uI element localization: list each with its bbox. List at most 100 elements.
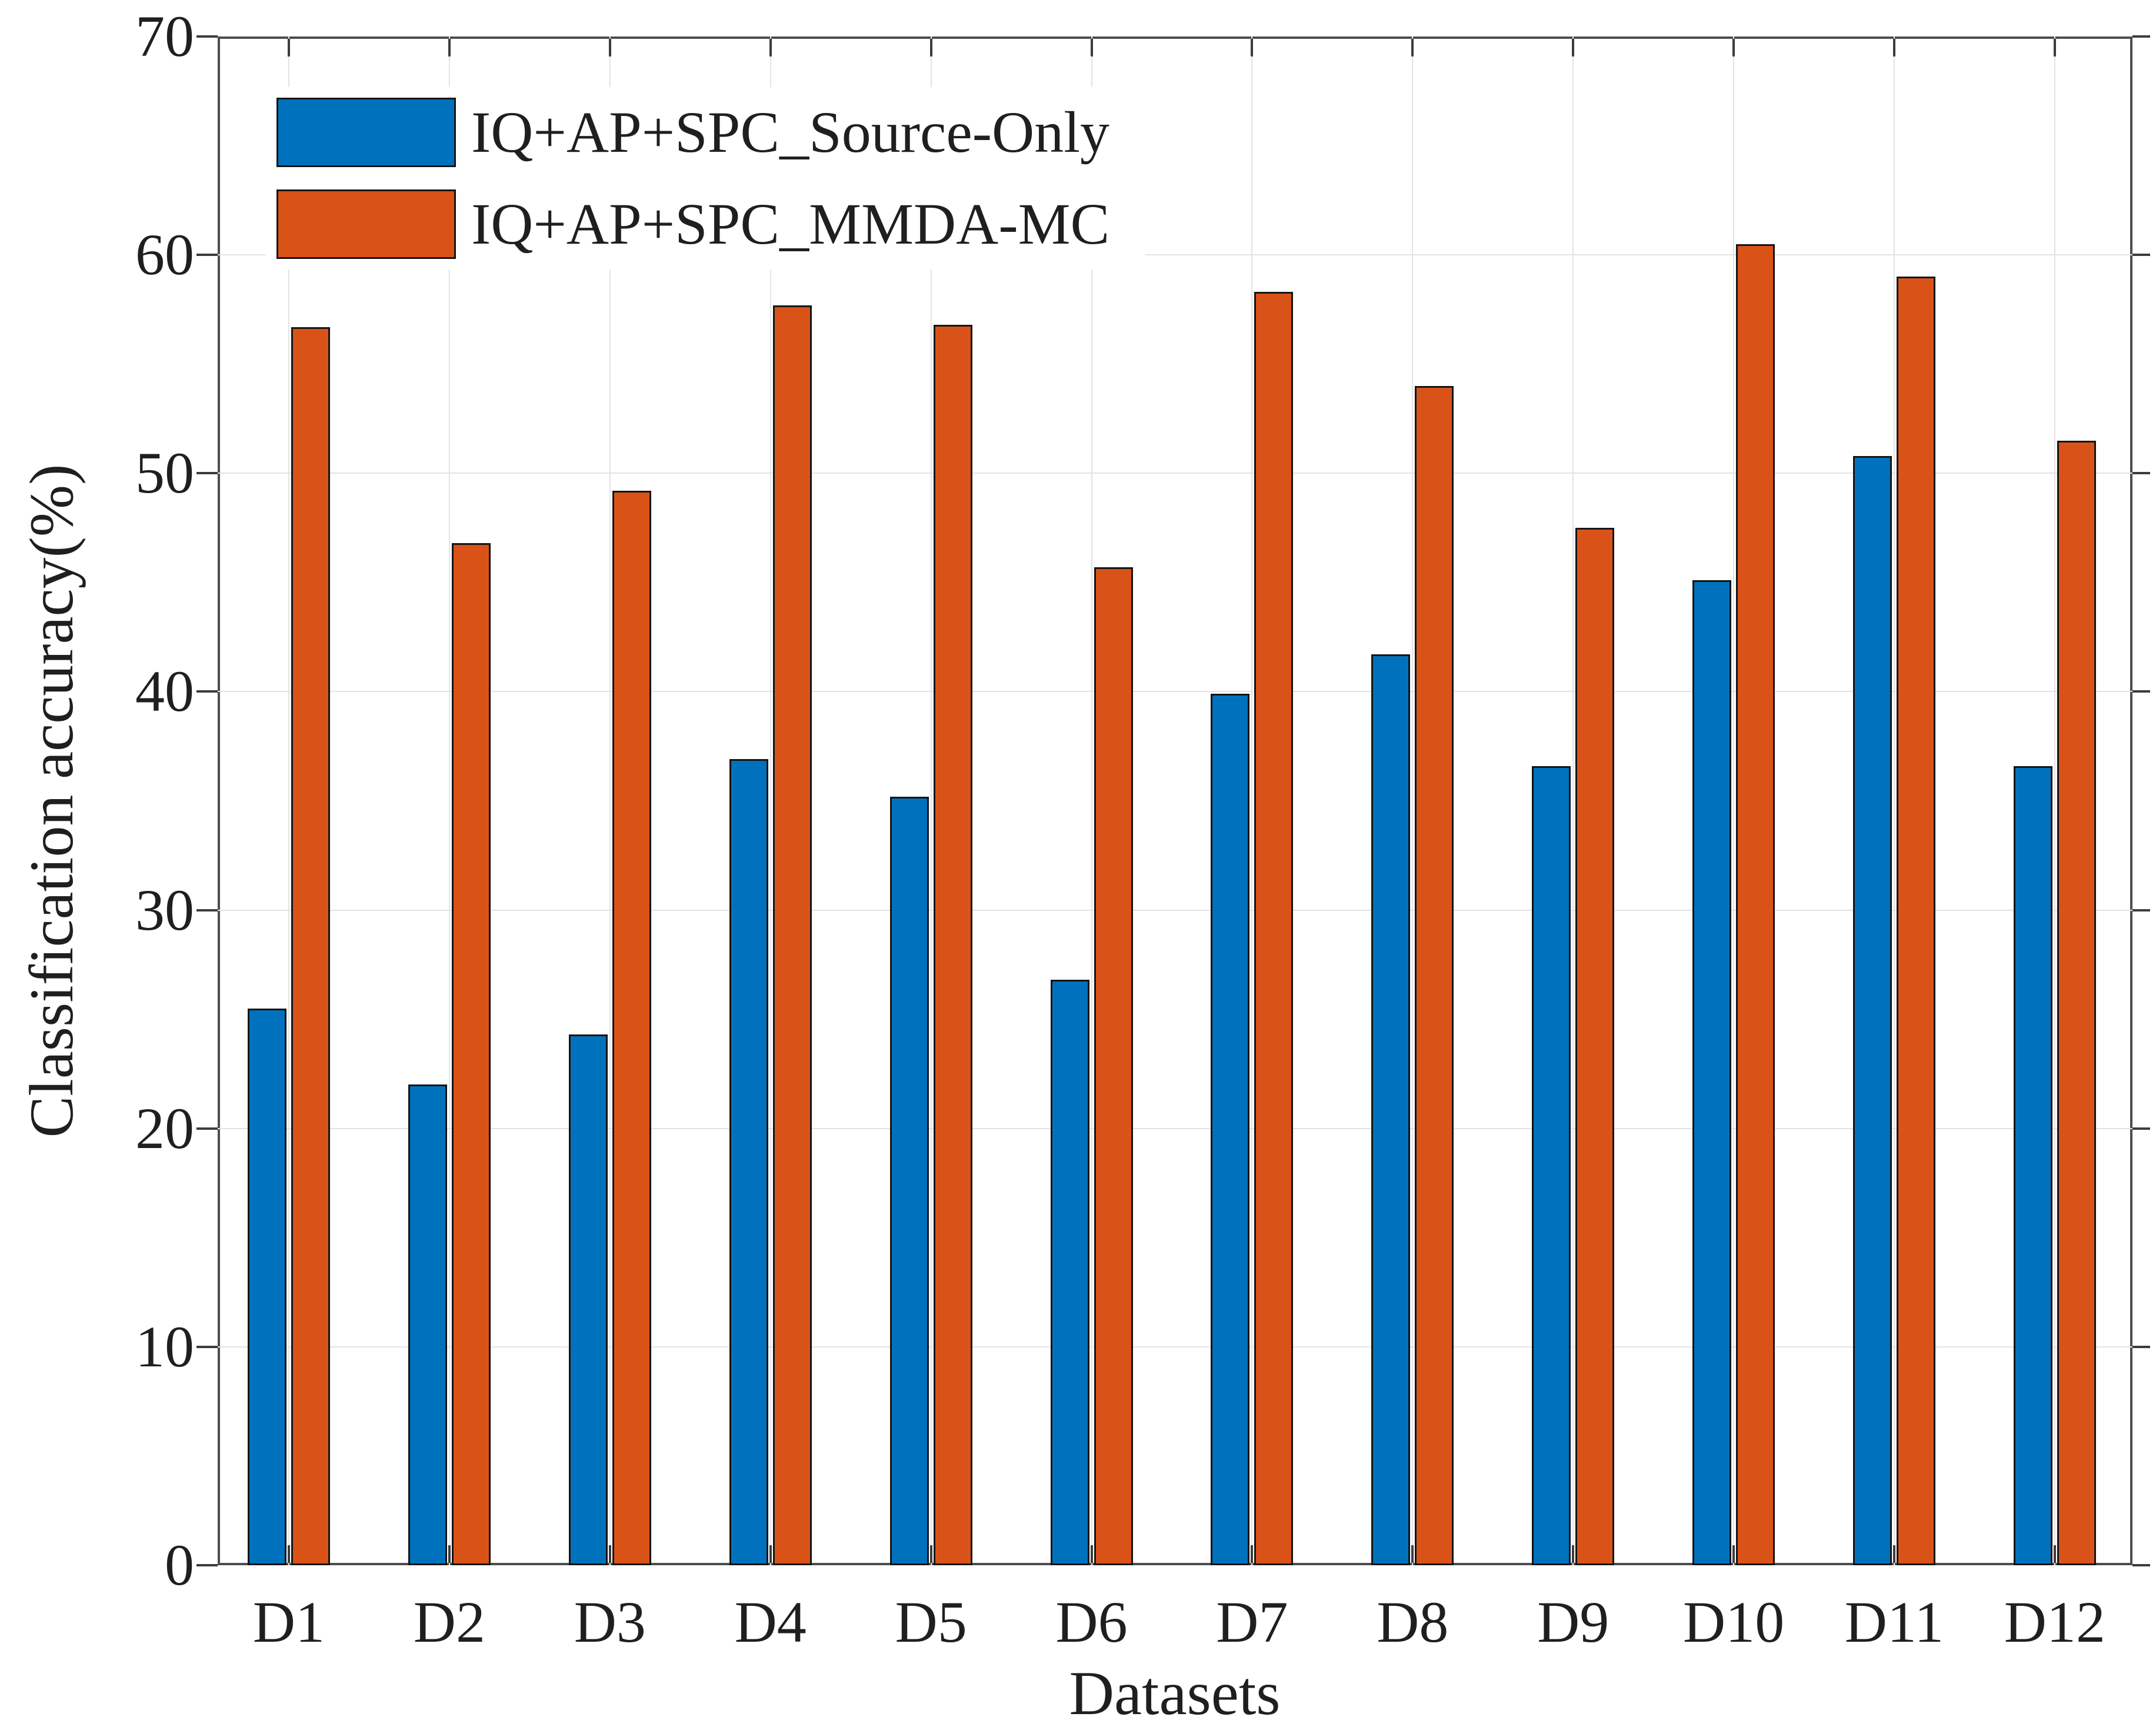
gridline-v-D11	[1894, 36, 1895, 1565]
bar-D8-mmda-mc	[1415, 385, 1454, 1565]
x-tick-label-D12: D12	[2004, 1589, 2105, 1655]
gridline-v-D10	[1733, 36, 1735, 1565]
x-tick-top-D8	[1411, 39, 1414, 56]
plot-area	[218, 36, 2132, 1565]
x-tick-bottom-D6	[1090, 1545, 1093, 1563]
bar-D4-mmda-mc	[772, 305, 812, 1565]
bar-D9-mmda-mc	[1575, 528, 1615, 1565]
x-tick-bottom-D1	[288, 1545, 290, 1563]
bar-D12-source-only	[2013, 766, 2052, 1565]
bar-D12-mmda-mc	[2057, 440, 2096, 1565]
y-tick-label-0: 0	[165, 1532, 194, 1598]
x-tick-label-D9: D9	[1537, 1589, 1609, 1655]
bar-D8-source-only	[1371, 654, 1411, 1565]
x-tick-bottom-D2	[448, 1545, 451, 1563]
gridline-v-D5	[930, 36, 932, 1565]
gridline-v-D8	[1412, 36, 1414, 1565]
gridline-h-20	[218, 1127, 2132, 1129]
x-tick-label-D1: D1	[252, 1589, 325, 1655]
x-tick-top-D7	[1251, 39, 1254, 56]
legend-row-mmda-mc: IQ+AP+SPC_MMDA-MC	[276, 189, 1109, 259]
x-tick-top-D11	[1893, 39, 1895, 56]
x-tick-label-D3: D3	[574, 1589, 646, 1655]
y-tick-label-60: 60	[135, 222, 194, 288]
y-axis-title: Classification accuracy(%)	[17, 464, 86, 1138]
x-tick-bottom-D10	[1732, 1545, 1735, 1563]
bar-D1-source-only	[248, 1008, 286, 1565]
legend-swatch-mmda-mc	[276, 189, 456, 259]
x-tick-label-D10: D10	[1682, 1589, 1785, 1655]
y-tick-label-50: 50	[135, 440, 194, 506]
bar-D9-source-only	[1532, 766, 1571, 1565]
x-tick-top-D12	[2053, 39, 2056, 56]
bar-D3-source-only	[568, 1034, 608, 1565]
y-tick-right-70	[2132, 35, 2150, 38]
y-tick-left-10	[196, 1345, 218, 1348]
y-tick-left-0	[196, 1564, 218, 1566]
x-tick-bottom-D4	[769, 1545, 772, 1563]
y-tick-label-40: 40	[135, 658, 194, 724]
x-tick-bottom-D3	[608, 1545, 611, 1563]
x-tick-label-D5: D5	[895, 1589, 967, 1655]
bar-D1-mmda-mc	[291, 327, 330, 1565]
x-tick-top-D2	[448, 39, 451, 56]
x-tick-bottom-D9	[1572, 1545, 1575, 1563]
bar-D5-source-only	[889, 796, 929, 1565]
bar-D7-mmda-mc	[1254, 292, 1294, 1565]
y-tick-left-60	[196, 254, 218, 257]
y-tick-right-60	[2132, 254, 2150, 257]
y-tick-label-30: 30	[135, 877, 194, 943]
legend-label-source-only: IQ+AP+SPC_Source-Only	[471, 99, 1110, 165]
bar-D5-mmda-mc	[933, 324, 972, 1565]
gridline-v-D7	[1251, 36, 1253, 1565]
y-tick-right-0	[2132, 1564, 2150, 1566]
x-tick-top-D4	[769, 39, 772, 56]
y-tick-left-70	[196, 35, 218, 38]
gridline-v-D3	[609, 36, 611, 1565]
y-tick-left-50	[196, 472, 218, 475]
gridline-h-30	[218, 909, 2132, 911]
y-tick-left-20	[196, 1127, 218, 1130]
x-tick-label-D8: D8	[1377, 1589, 1449, 1655]
x-tick-bottom-D8	[1411, 1545, 1414, 1563]
x-tick-label-D11: D11	[1844, 1589, 1944, 1655]
x-tick-label-D4: D4	[734, 1589, 807, 1655]
gridline-v-D2	[448, 36, 450, 1565]
bar-D11-mmda-mc	[1897, 277, 1935, 1565]
y-tick-label-20: 20	[135, 1095, 194, 1161]
x-tick-bottom-D11	[1893, 1545, 1895, 1563]
y-tick-label-70: 70	[135, 4, 194, 69]
x-tick-label-D6: D6	[1055, 1589, 1128, 1655]
x-tick-bottom-D7	[1251, 1545, 1254, 1563]
x-tick-label-D2: D2	[413, 1589, 485, 1655]
gridline-h-50	[218, 473, 2132, 474]
bar-D2-source-only	[408, 1084, 447, 1565]
gridline-h-10	[218, 1346, 2132, 1348]
bar-D6-source-only	[1050, 980, 1089, 1565]
bar-D10-source-only	[1692, 580, 1732, 1565]
x-tick-top-D3	[608, 39, 611, 56]
legend: IQ+AP+SPC_Source-Only IQ+AP+SPC_MMDA-MC	[266, 87, 1145, 270]
x-tick-label-D7: D7	[1216, 1589, 1288, 1655]
bar-D4-source-only	[729, 759, 768, 1565]
bar-D2-mmda-mc	[451, 543, 491, 1565]
y-tick-right-50	[2132, 472, 2150, 475]
bar-D7-source-only	[1211, 694, 1250, 1565]
y-tick-left-40	[196, 690, 218, 693]
gridline-v-D1	[288, 36, 289, 1565]
x-tick-top-D5	[929, 39, 932, 56]
x-tick-bottom-D12	[2053, 1545, 2056, 1563]
y-tick-left-30	[196, 909, 218, 911]
x-axis-title: Datasets	[1069, 1659, 1281, 1728]
x-tick-top-D6	[1090, 39, 1093, 56]
y-tick-right-20	[2132, 1127, 2150, 1130]
bar-D11-source-only	[1853, 455, 1892, 1565]
legend-swatch-source-only	[276, 98, 456, 167]
gridline-v-D12	[2054, 36, 2055, 1565]
gridline-h-60	[218, 254, 2132, 256]
y-tick-right-40	[2132, 690, 2150, 693]
bar-D10-mmda-mc	[1736, 244, 1775, 1565]
bar-D3-mmda-mc	[612, 490, 651, 1565]
y-tick-right-10	[2132, 1345, 2150, 1348]
